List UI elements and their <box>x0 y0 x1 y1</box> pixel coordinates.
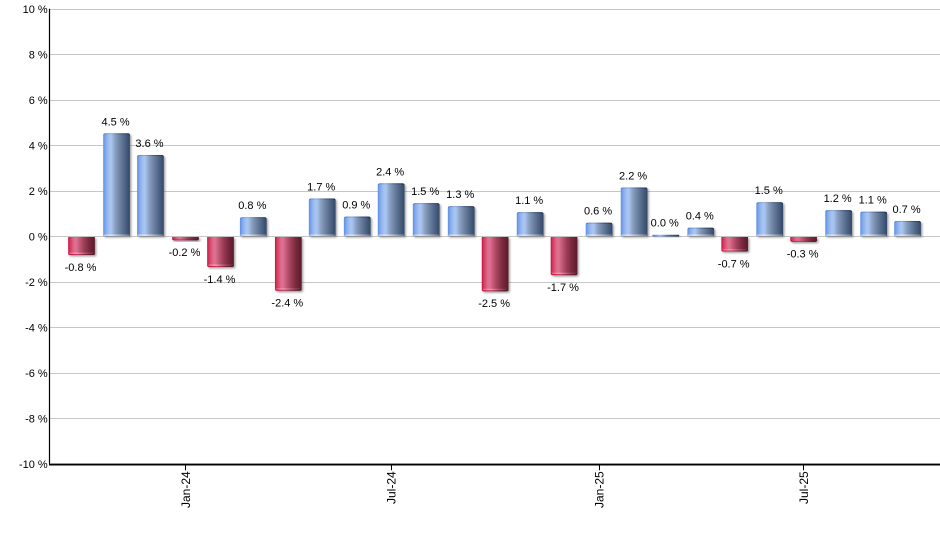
svg-text:-1.4 %: -1.4 % <box>204 274 236 286</box>
svg-text:-10 %: -10 % <box>19 459 48 471</box>
svg-text:0.8 %: 0.8 % <box>238 200 266 212</box>
svg-text:6 %: 6 % <box>29 95 48 107</box>
svg-text:-1.7 %: -1.7 % <box>547 282 579 294</box>
svg-text:-2.4 %: -2.4 % <box>271 298 303 310</box>
svg-text:0.7 %: 0.7 % <box>892 204 920 216</box>
svg-text:Jul-25: Jul-25 <box>797 471 811 504</box>
svg-text:0.4 %: 0.4 % <box>686 211 714 223</box>
svg-text:Jul-24: Jul-24 <box>384 471 398 504</box>
svg-text:0 %: 0 % <box>29 232 48 244</box>
svg-text:1.3 %: 1.3 % <box>446 189 474 201</box>
svg-text:1.7 %: 1.7 % <box>307 181 335 193</box>
svg-text:-0.2 %: -0.2 % <box>169 247 201 259</box>
svg-text:-2.5 %: -2.5 % <box>478 298 510 310</box>
svg-text:1.5 %: 1.5 % <box>755 185 783 197</box>
svg-text:Jan-25: Jan-25 <box>592 471 606 508</box>
svg-text:2.2 %: 2.2 % <box>619 170 647 182</box>
svg-text:1.5 %: 1.5 % <box>411 186 439 198</box>
svg-text:-0.7 %: -0.7 % <box>718 258 750 270</box>
svg-text:10 %: 10 % <box>23 4 48 16</box>
svg-text:0.9 %: 0.9 % <box>342 200 370 212</box>
svg-text:Jan-24: Jan-24 <box>179 471 193 508</box>
svg-text:-0.3 %: -0.3 % <box>787 249 819 261</box>
svg-text:2 %: 2 % <box>29 186 48 198</box>
svg-text:-4 %: -4 % <box>25 323 48 335</box>
svg-text:1.1 %: 1.1 % <box>859 195 887 207</box>
svg-text:-0.8 %: -0.8 % <box>65 262 97 274</box>
svg-text:0.6 %: 0.6 % <box>584 206 612 218</box>
svg-text:8 %: 8 % <box>29 50 48 62</box>
svg-text:4 %: 4 % <box>29 141 48 153</box>
svg-text:4.5 %: 4.5 % <box>101 116 129 128</box>
svg-text:1.1 %: 1.1 % <box>515 195 543 207</box>
svg-text:3.6 %: 3.6 % <box>135 138 163 150</box>
svg-text:-8 %: -8 % <box>25 414 48 426</box>
svg-text:2.4 %: 2.4 % <box>376 166 404 178</box>
svg-text:-6 %: -6 % <box>25 368 48 380</box>
svg-text:0.0 %: 0.0 % <box>651 217 679 229</box>
svg-text:1.2 %: 1.2 % <box>824 193 852 205</box>
svg-text:-2 %: -2 % <box>25 277 48 289</box>
